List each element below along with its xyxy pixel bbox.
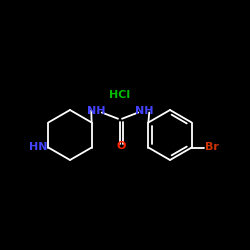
Text: HN: HN bbox=[28, 142, 47, 152]
Text: Br: Br bbox=[206, 142, 219, 152]
Text: NH: NH bbox=[134, 106, 153, 116]
Text: O: O bbox=[117, 141, 126, 151]
Text: HCl: HCl bbox=[110, 90, 130, 100]
Text: NH: NH bbox=[87, 106, 106, 116]
